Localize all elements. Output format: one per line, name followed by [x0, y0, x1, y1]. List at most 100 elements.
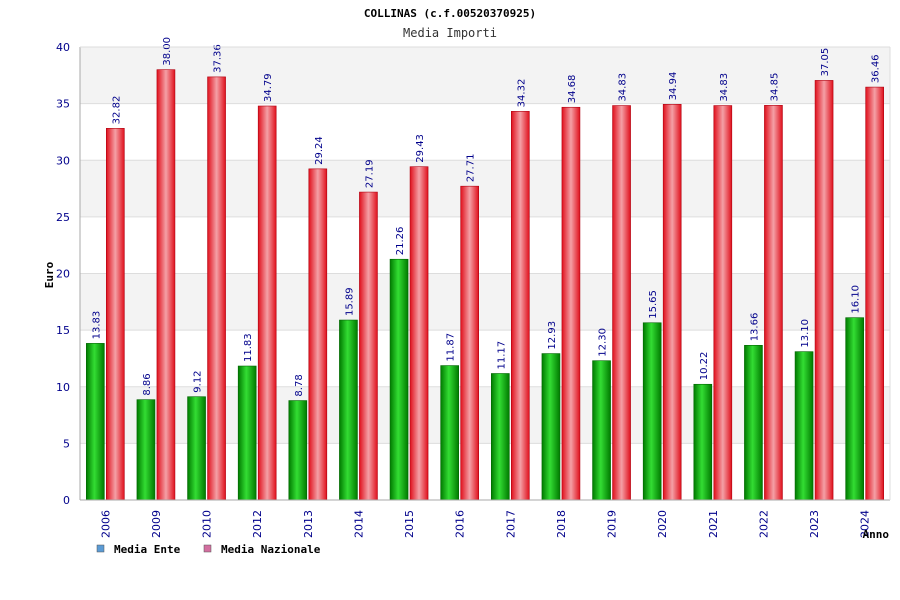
bar-media-ente [86, 343, 105, 501]
data-label: 34.85 [769, 73, 780, 102]
legend-swatch [96, 544, 105, 553]
bar-media-nazionale [156, 69, 176, 501]
y-tick-label: 5 [63, 437, 70, 450]
data-label: 29.24 [314, 136, 325, 165]
data-label: 34.68 [567, 75, 578, 104]
x-tick-label: 2014 [352, 510, 365, 538]
data-label: 12.93 [547, 321, 558, 350]
x-tick-label: 2010 [201, 510, 214, 538]
data-label: 27.19 [364, 159, 375, 188]
bar-media-ente [541, 353, 561, 501]
data-label: 9.12 [193, 370, 204, 392]
data-label: 29.43 [415, 134, 426, 163]
data-label: 13.83 [91, 311, 102, 340]
data-label: 8.86 [142, 373, 153, 395]
x-tick-label: 2006 [99, 510, 112, 538]
bar-media-nazionale [865, 86, 884, 501]
x-tick-label: 2015 [403, 510, 416, 538]
chart-subtitle: Media Importi [403, 26, 497, 40]
bar-media-ente [845, 317, 864, 501]
chart-title: COLLINAS (c.f.00520370925) [364, 7, 536, 20]
x-tick-label: 2022 [757, 510, 770, 538]
x-tick-label: 2021 [707, 510, 720, 538]
bar-media-nazionale [106, 128, 125, 501]
data-label: 16.10 [851, 285, 862, 314]
bar-media-nazionale [460, 185, 479, 501]
bar-media-ente [491, 373, 510, 501]
bar-media-ente [744, 345, 763, 501]
bar-media-ente [288, 400, 308, 501]
y-axis-label: Euro [43, 261, 56, 288]
x-tick-labels: 2006 2009 2010 2012 2013 2014 2015 2016 2017 2018… [99, 510, 871, 538]
legend-label: Media Nazionale [221, 543, 321, 556]
data-label: 15.65 [648, 290, 659, 319]
bar-media-ente [136, 399, 156, 501]
data-label: 10.22 [699, 352, 710, 381]
x-tick-label: 2013 [302, 510, 315, 538]
legend: Media Ente Media Nazionale [96, 543, 321, 556]
x-tick-label: 2020 [656, 510, 669, 538]
y-tick-label: 15 [56, 324, 70, 337]
data-label: 34.32 [516, 79, 527, 108]
bar-media-ente [794, 351, 814, 501]
bar-media-nazionale [511, 111, 530, 501]
bar-media-ente [237, 365, 257, 501]
bar-media-nazionale [308, 168, 328, 501]
y-tick-label: 0 [63, 494, 70, 507]
x-tick-label: 2023 [808, 510, 821, 538]
x-tick-label: 2016 [454, 510, 467, 538]
bar-media-nazionale [764, 105, 783, 501]
x-tick-label: 2012 [251, 510, 264, 538]
bar-media-nazionale [409, 166, 429, 501]
data-label: 21.26 [395, 227, 406, 256]
data-label: 11.17 [496, 341, 507, 370]
data-label: 34.94 [668, 72, 679, 101]
data-label: 13.66 [749, 313, 760, 342]
data-label: 15.89 [344, 287, 355, 316]
y-tick-label: 35 [56, 98, 70, 111]
y-tick-label: 25 [56, 211, 70, 224]
legend-swatch [203, 544, 212, 553]
bar-media-nazionale [207, 76, 226, 501]
data-label: 38.00 [162, 37, 173, 66]
bar-media-ente [693, 383, 713, 501]
bar-media-nazionale [359, 191, 378, 501]
bar-media-ente [389, 258, 409, 501]
data-label: 34.83 [719, 73, 730, 102]
bar-media-nazionale [662, 104, 682, 501]
bar-media-nazionale [814, 80, 834, 501]
x-axis-label: Anno [863, 528, 890, 541]
data-label: 32.82 [111, 96, 122, 125]
x-tick-label: 2009 [150, 510, 163, 538]
y-tick-label: 30 [56, 154, 70, 167]
bar-media-nazionale [612, 105, 631, 501]
data-label: 36.46 [871, 54, 882, 83]
bars: 13.83 32.82 8.86 38.00 9.12 37.36 11.83 34.79 8.… [86, 37, 884, 501]
data-label: 37.36 [213, 44, 224, 73]
x-tick-label: 2019 [606, 510, 619, 538]
x-tick-label: 2018 [555, 510, 568, 538]
bar-media-ente [339, 319, 358, 501]
y-tick-label: 40 [56, 41, 70, 54]
data-label: 11.83 [243, 333, 254, 362]
bar-media-ente [642, 322, 662, 501]
y-tick-label: 20 [56, 268, 70, 281]
data-label: 37.05 [820, 48, 831, 77]
bar-media-nazionale [257, 105, 277, 501]
data-label: 11.87 [446, 333, 457, 362]
x-tick-label: 2017 [504, 510, 517, 538]
bar-media-ente [592, 360, 611, 501]
data-label: 34.79 [263, 73, 274, 102]
data-label: 27.71 [466, 154, 477, 183]
data-label: 34.83 [618, 73, 629, 102]
bar-media-ente [440, 365, 459, 501]
x-tick-label: 2024 [859, 510, 872, 538]
data-label: 12.30 [598, 328, 609, 357]
bar-media-nazionale [561, 106, 581, 501]
bar-media-nazionale [713, 105, 733, 501]
data-label: 13.10 [800, 319, 811, 348]
y-tick-label: 10 [56, 381, 70, 394]
data-label: 8.78 [294, 374, 305, 396]
y-tick-labels: 0 5 10 15 20 25 30 35 40 [56, 41, 70, 507]
